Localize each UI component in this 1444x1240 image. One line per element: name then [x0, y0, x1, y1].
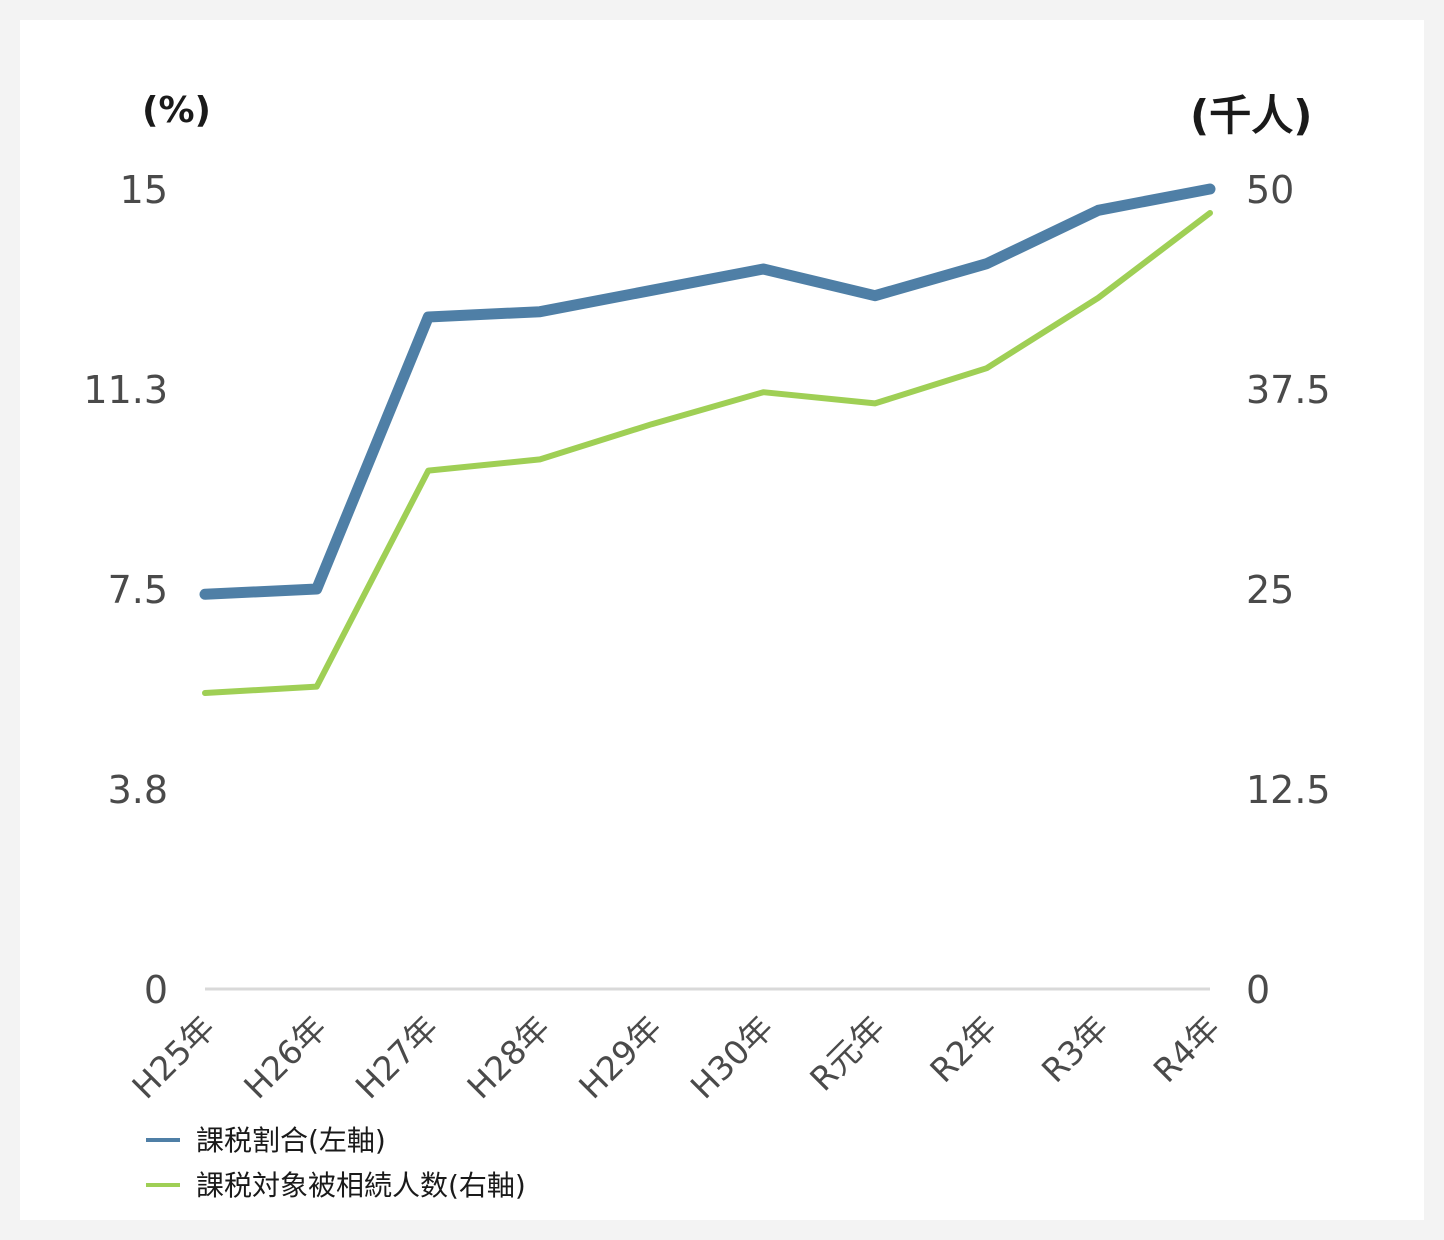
left-tick-label: 11.3	[83, 368, 168, 412]
left-tick-label: 0	[144, 968, 168, 1012]
line-chart: (%) (千人) 0 3.8 7.5 11.3 15 0 12.5 25 37.5 50 H25…	[83, 90, 1331, 1202]
x-tick-label: H27年	[348, 1008, 446, 1106]
left-tick-label: 15	[120, 168, 168, 212]
series-line-taxable-decedents	[202, 210, 1213, 696]
left-axis-ticks: 0 3.8 7.5 11.3 15	[83, 168, 168, 1012]
x-tick-label: R元年	[802, 1008, 892, 1098]
right-tick-label: 0	[1246, 968, 1270, 1012]
right-tick-label: 12.5	[1246, 768, 1331, 812]
left-tick-label: 7.5	[108, 568, 168, 612]
right-axis-ticks: 0 12.5 25 37.5 50	[1246, 168, 1331, 1012]
right-tick-label: 50	[1246, 168, 1294, 212]
x-tick-label: H26年	[236, 1008, 334, 1106]
category-labels: H25年 H26年 H27年 H28年 H29年 H30年 R元年 R2年 R3年 R4年	[125, 1008, 1228, 1106]
legend-label: 課税対象被相続人数(右軸)	[196, 1169, 526, 1202]
legend-label: 課税割合(左軸)	[196, 1124, 386, 1157]
x-tick-label: H25年	[125, 1008, 223, 1106]
right-axis-unit: (千人)	[1190, 91, 1312, 140]
x-tick-label: R3年	[1034, 1008, 1116, 1090]
chart-card: (%) (千人) 0 3.8 7.5 11.3 15 0 12.5 25 37.5 50 H25…	[20, 20, 1424, 1220]
x-tick-label: R2年	[922, 1008, 1004, 1090]
left-axis-unit: (%)	[142, 90, 211, 131]
series-line-tax-ratio	[199, 183, 1216, 600]
right-tick-label: 37.5	[1246, 368, 1331, 412]
x-tick-label: R4年	[1146, 1008, 1228, 1090]
x-tick-label: H29年	[571, 1008, 669, 1106]
series-lines	[199, 183, 1216, 696]
legend: 課税割合(左軸) 課税対象被相続人数(右軸)	[146, 1124, 526, 1202]
x-tick-label: H28年	[460, 1008, 558, 1106]
left-tick-label: 3.8	[108, 768, 168, 812]
right-tick-label: 25	[1246, 568, 1294, 612]
x-tick-label: H30年	[683, 1008, 781, 1106]
